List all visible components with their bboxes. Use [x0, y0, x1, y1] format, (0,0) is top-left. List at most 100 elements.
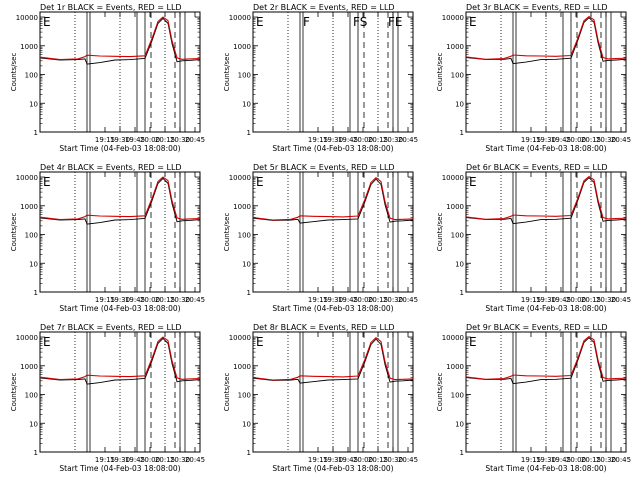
y-tick-label: 1	[247, 289, 251, 297]
panel-title: Det 9r BLACK = Events, RED = LLD	[466, 323, 608, 332]
y-tick-label: 1000	[20, 43, 38, 51]
y-tick-label: 10	[455, 260, 464, 268]
x-tick-label: 20:00	[140, 456, 160, 464]
y-tick-label: 10000	[442, 14, 464, 22]
detector-panel: Det 8r BLACK = Events, RED = LLD E 1 10 100 1…	[223, 323, 418, 473]
y-tick-label: 10	[29, 100, 38, 108]
x-tick-label: 20:45	[611, 136, 631, 144]
events-series-line	[465, 337, 627, 385]
x-tick-label: 19:30	[110, 136, 130, 144]
y-tick-label: 10	[242, 100, 251, 108]
x-tick-label: 20:45	[185, 456, 205, 464]
y-tick-label: 10000	[229, 174, 251, 182]
x-tick-label: 19:45	[338, 136, 358, 144]
lld-series-line	[465, 15, 627, 60]
events-series-line	[39, 337, 201, 385]
y-axis-label: Counts/sec	[10, 213, 18, 252]
x-tick-label: 19:30	[323, 456, 343, 464]
detector-panel: Det 6r BLACK = Events, RED = LLD E 1 10 100 1…	[436, 163, 631, 313]
y-tick-label: 100	[25, 392, 38, 400]
marker-letter: FE	[388, 15, 402, 29]
x-tick-label: 19:45	[125, 296, 145, 304]
lld-series-line	[465, 175, 627, 220]
x-tick-label: 19:30	[536, 136, 556, 144]
y-axis-label: Counts/sec	[223, 213, 231, 252]
x-tick-label: 19:15	[95, 296, 115, 304]
x-tick-label: 20:00	[140, 136, 160, 144]
y-tick-label: 10000	[16, 14, 38, 22]
panel-title: Det 5r BLACK = Events, RED = LLD	[253, 163, 395, 172]
detector-panel: Det 4r BLACK = Events, RED = LLD E 1 10 100 1…	[10, 163, 205, 313]
y-tick-label: 1000	[233, 43, 251, 51]
panel-title: Det 8r BLACK = Events, RED = LLD	[253, 323, 395, 332]
x-tick-label: 19:45	[125, 456, 145, 464]
x-tick-label: 20:15	[581, 456, 601, 464]
y-tick-label: 100	[25, 72, 38, 80]
y-axis-label: Counts/sec	[223, 373, 231, 412]
y-tick-label: 1000	[20, 203, 38, 211]
y-tick-label: 1	[460, 129, 464, 137]
y-tick-label: 1000	[446, 43, 464, 51]
x-tick-label: 19:30	[536, 296, 556, 304]
lld-series-line	[252, 336, 414, 381]
x-tick-label: 20:45	[398, 296, 418, 304]
y-tick-label: 1	[34, 129, 38, 137]
y-tick-label: 1	[247, 129, 251, 137]
detector-panel: Det 2r BLACK = Events, RED = LLD E F FS FE 1 1…	[223, 3, 418, 153]
y-tick-label: 1000	[233, 203, 251, 211]
x-tick-label: 20:00	[566, 296, 586, 304]
lld-series-line	[39, 16, 201, 61]
marker-letter: E	[469, 15, 477, 29]
marker-letter: F	[303, 15, 310, 29]
y-tick-label: 10	[455, 420, 464, 428]
x-tick-label: 20:30	[383, 136, 403, 144]
marker-letter: E	[469, 335, 477, 349]
x-tick-label: 19:15	[521, 456, 541, 464]
events-series-line	[39, 177, 201, 225]
x-tick-label: 20:00	[353, 136, 373, 144]
y-axis-label: Counts/sec	[436, 373, 444, 412]
x-tick-label: 20:15	[368, 296, 388, 304]
x-tick-label: 20:30	[170, 296, 190, 304]
panel-title: Det 6r BLACK = Events, RED = LLD	[466, 163, 608, 172]
y-tick-label: 10	[242, 260, 251, 268]
y-tick-label: 10000	[442, 334, 464, 342]
x-tick-label: 19:15	[521, 136, 541, 144]
x-tick-label: 19:15	[95, 456, 115, 464]
x-tick-label: 20:45	[185, 136, 205, 144]
x-axis-label: Start Time (04-Feb-03 18:08:00)	[272, 144, 393, 153]
events-series-line	[465, 17, 627, 65]
y-tick-label: 100	[451, 392, 464, 400]
x-axis-label: Start Time (04-Feb-03 18:08:00)	[485, 144, 606, 153]
x-tick-label: 20:30	[596, 456, 616, 464]
x-tick-label: 20:30	[596, 136, 616, 144]
marker-letter: E	[43, 175, 51, 189]
x-tick-label: 20:45	[611, 296, 631, 304]
x-tick-label: 20:15	[368, 136, 388, 144]
x-tick-label: 19:45	[125, 136, 145, 144]
y-tick-label: 10	[29, 420, 38, 428]
x-tick-label: 19:15	[521, 296, 541, 304]
detector-panel: Det 1r BLACK = Events, RED = LLD E 1 10 100 1…	[10, 3, 205, 153]
panel-title: Det 3r BLACK = Events, RED = LLD	[466, 3, 608, 12]
y-tick-label: 10	[29, 260, 38, 268]
y-tick-label: 10000	[16, 334, 38, 342]
panel-title: Det 1r BLACK = Events, RED = LLD	[40, 3, 182, 12]
events-series-line	[252, 178, 414, 224]
x-tick-label: 20:00	[353, 296, 373, 304]
detector-panel: Det 5r BLACK = Events, RED = LLD E 1 10 100 1…	[223, 163, 418, 313]
marker-letter: E	[43, 15, 51, 29]
y-axis-label: Counts/sec	[10, 373, 18, 412]
x-tick-label: 19:30	[110, 456, 130, 464]
x-tick-label: 20:15	[581, 136, 601, 144]
y-tick-label: 10000	[229, 14, 251, 22]
marker-letter: E	[256, 335, 264, 349]
x-axis-label: Start Time (04-Feb-03 18:08:00)	[485, 304, 606, 313]
x-tick-label: 20:45	[398, 456, 418, 464]
x-tick-label: 19:30	[110, 296, 130, 304]
x-tick-label: 19:45	[551, 456, 571, 464]
marker-letter: FS	[353, 15, 367, 29]
x-tick-label: 20:30	[383, 456, 403, 464]
x-tick-label: 20:30	[170, 456, 190, 464]
